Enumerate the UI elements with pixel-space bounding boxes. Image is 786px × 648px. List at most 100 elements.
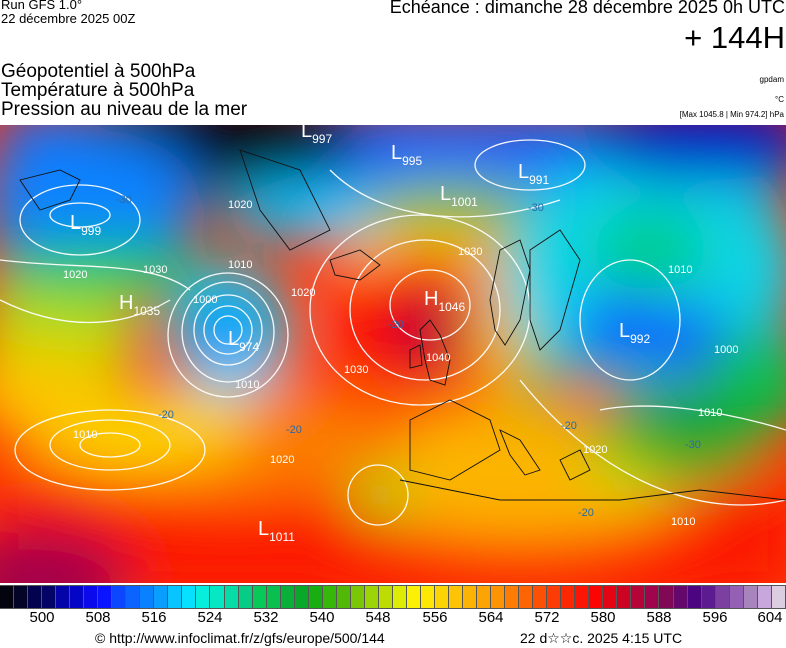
colorbar-cell: [364, 586, 379, 608]
copyright-link[interactable]: © http://www.infoclimat.fr/z/gfs/europe/…: [95, 630, 385, 646]
forecast-valid-time: Echéance : dimanche 28 décembre 2025 0h …: [389, 0, 785, 17]
isobar-label: 1030: [143, 264, 168, 276]
run-title: Run GFS 1.0°: [1, 0, 83, 12]
colorbar-cell: [575, 586, 590, 608]
pressure-center-L-999: L999: [70, 212, 102, 238]
colorbar-tick-label: 596: [702, 609, 728, 626]
colorbar-ticks: 500 508 516 524 532 540 548 556 564 572 580 588 596 6…: [0, 609, 786, 627]
colorbar-cell: [477, 586, 492, 608]
unit-pressure-range: [Max 1045.8 | Min 974.2] hPa: [679, 110, 784, 119]
colorbar-cell: [533, 586, 548, 608]
colorbar-tick-label: 580: [590, 609, 616, 626]
colorbar-tick-label: 556: [422, 609, 448, 626]
colorbar-cell: [140, 586, 155, 608]
colorbar-cell: [701, 586, 716, 608]
colorbar-cell: [449, 586, 464, 608]
colorbar-cell: [757, 586, 772, 608]
colorbar-cell: [743, 586, 758, 608]
colorbar-tick-label: 516: [141, 609, 167, 626]
temperature-label: -20: [388, 319, 404, 331]
colorbar-tick-label: 508: [85, 609, 111, 626]
pressure-center-L-997: L997: [301, 125, 333, 146]
colorbar-cell: [182, 586, 197, 608]
colorbar-cell: [196, 586, 211, 608]
colorbar-cell: [168, 586, 183, 608]
colorbar-cell: [252, 586, 267, 608]
geopotential-colorbar: [0, 585, 786, 609]
colorbar-tick-label: 604: [757, 609, 783, 626]
forecast-horizon: + 144H: [684, 20, 785, 55]
field-temperature: Température à 500hPa: [1, 80, 195, 101]
colorbar-cell: [519, 586, 534, 608]
colorbar-cell: [56, 586, 71, 608]
pressure-center-L-1001: L1001: [440, 183, 478, 209]
pressure-center-L-992: L992: [619, 320, 651, 346]
isobar-label: 1020: [583, 444, 608, 456]
colorbar-cell: [771, 586, 786, 608]
pressure-center-L-974: L974: [228, 328, 260, 354]
isobar-label: 1010: [73, 429, 98, 441]
weather-map: L999 L997 L995 L1001 L991 H1035 L974 H10…: [0, 125, 786, 583]
colorbar-cell: [280, 586, 295, 608]
colorbar-tick-label: 540: [309, 609, 335, 626]
colorbar-tick-label: 588: [646, 609, 672, 626]
colorbar-cell: [631, 586, 646, 608]
field-geopotential: Géopotentiel à 500hPa: [1, 61, 196, 82]
temperature-label: -20: [561, 420, 577, 432]
colorbar-tick-label: 564: [478, 609, 504, 626]
colorbar-cell: [70, 586, 85, 608]
colorbar-cell: [98, 586, 113, 608]
pressure-center-L-991: L991: [518, 161, 550, 187]
run-date: 22 décembre 2025 00Z: [1, 11, 136, 26]
colorbar-tick-label: 524: [197, 609, 223, 626]
colorbar-cell: [322, 586, 337, 608]
colorbar-cell: [0, 586, 15, 608]
isobar-label: 1020: [270, 454, 295, 466]
colorbar-cell: [308, 586, 323, 608]
colorbar-cell: [406, 586, 421, 608]
pressure-center-L-995: L995: [391, 142, 423, 168]
colorbar-cell: [84, 586, 99, 608]
colorbar-tick-label: 500: [29, 609, 55, 626]
colorbar-cell: [294, 586, 309, 608]
isobar-label: 1010: [698, 407, 723, 419]
colorbar-cell: [463, 586, 478, 608]
colorbar-cell: [659, 586, 674, 608]
isobar-label: 1010: [668, 264, 693, 276]
colorbar-cell: [378, 586, 393, 608]
colorbar-tick-label: 572: [534, 609, 560, 626]
colorbar-cell: [14, 586, 29, 608]
pressure-center-L-1011: L1011: [258, 518, 295, 544]
temperature-label: -30: [528, 202, 544, 214]
isobar-label: 1010: [228, 259, 253, 271]
isobar-label: 1020: [291, 287, 316, 299]
colorbar-cell: [715, 586, 730, 608]
coastlines: [19, 149, 786, 501]
isobar-label: 1010: [671, 516, 696, 528]
colorbar-cell: [687, 586, 702, 608]
temperature-label: -20: [286, 424, 302, 436]
isobar-label: 1040: [426, 352, 451, 364]
colorbar-cell: [673, 586, 688, 608]
colorbar-cell: [420, 586, 435, 608]
pressure-center-H-1035: H1035: [119, 292, 161, 318]
colorbar-cell: [505, 586, 520, 608]
colorbar-tick-label: 548: [365, 609, 391, 626]
unit-geopotential: gpdam: [759, 75, 784, 84]
colorbar-cell: [126, 586, 141, 608]
colorbar-cell: [617, 586, 632, 608]
temperature-label: -20: [578, 507, 594, 519]
unit-temperature: °C: [775, 95, 784, 104]
colorbar-cell: [392, 586, 407, 608]
field-list: Géopotentiel à 500hPa Température à 500h…: [1, 62, 247, 119]
colorbar-cell: [729, 586, 744, 608]
isobar-label: 1020: [63, 269, 88, 281]
colorbar-cell: [645, 586, 660, 608]
isobar-label: 1020: [228, 199, 253, 211]
temperature-label: -30: [116, 194, 132, 206]
colorbar-cell: [210, 586, 225, 608]
colorbar-cell: [238, 586, 253, 608]
colorbar-cell: [561, 586, 576, 608]
colorbar-cell: [266, 586, 281, 608]
isobar-label: 1030: [458, 246, 483, 258]
